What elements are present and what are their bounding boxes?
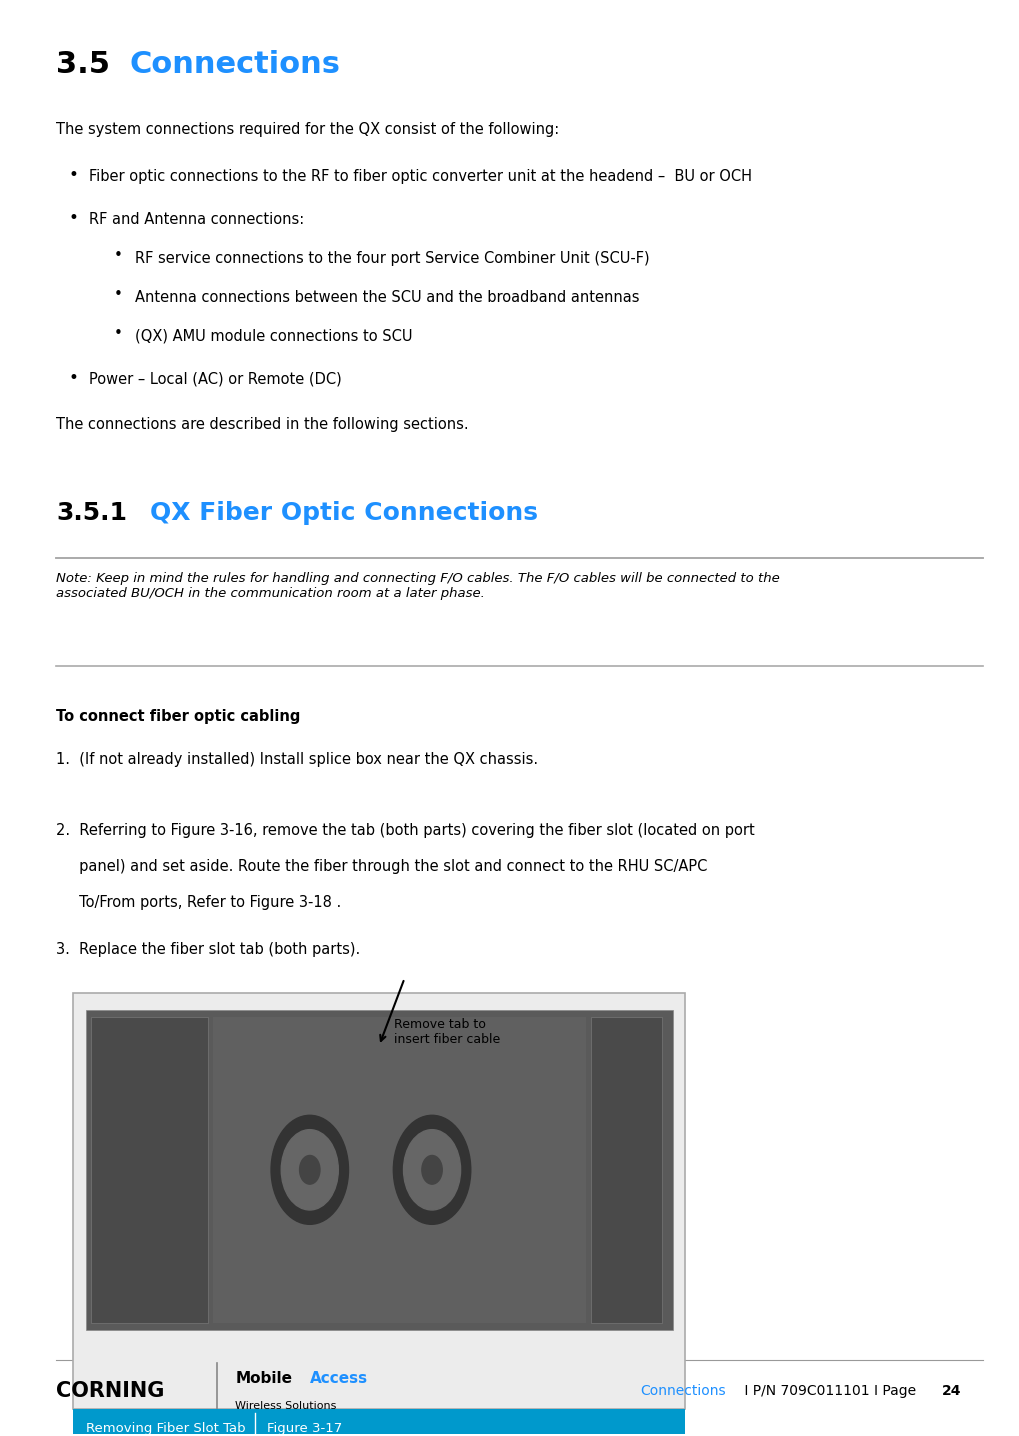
Text: 3.  Replace the fiber slot tab (both parts).: 3. Replace the fiber slot tab (both part… [56, 942, 361, 958]
Text: panel) and set aside. Route the fiber through the slot and connect to the RHU SC: panel) and set aside. Route the fiber th… [56, 859, 707, 875]
Text: The connections are described in the following sections.: The connections are described in the fol… [56, 418, 469, 432]
Circle shape [271, 1116, 348, 1225]
Text: To connect fiber optic cabling: To connect fiber optic cabling [56, 708, 301, 724]
Text: Antenna connections between the SCU and the broadband antennas: Antenna connections between the SCU and … [135, 290, 639, 304]
Text: •: • [68, 210, 78, 227]
Text: •: • [114, 326, 123, 340]
FancyBboxPatch shape [591, 1017, 662, 1323]
Circle shape [393, 1116, 471, 1225]
Text: RF service connections to the four port Service Combiner Unit (SCU-F): RF service connections to the four port … [135, 251, 649, 266]
Text: •: • [68, 369, 78, 386]
Circle shape [422, 1156, 442, 1185]
FancyBboxPatch shape [213, 1017, 586, 1323]
Text: 3.5.1: 3.5.1 [56, 501, 127, 524]
Circle shape [404, 1130, 461, 1211]
Text: 24: 24 [942, 1384, 961, 1399]
Text: Connections: Connections [129, 50, 340, 79]
Text: Fiber optic connections to the RF to fiber optic converter unit at the headend –: Fiber optic connections to the RF to fib… [89, 169, 752, 184]
Text: •: • [114, 248, 123, 263]
Text: 2.  Referring to Figure 3-16, remove the tab (both parts) covering the fiber slo: 2. Referring to Figure 3-16, remove the … [56, 823, 755, 839]
Text: •: • [114, 287, 123, 302]
FancyBboxPatch shape [73, 1409, 685, 1436]
Text: Wireless Solutions: Wireless Solutions [235, 1400, 336, 1410]
FancyBboxPatch shape [73, 992, 685, 1409]
Text: 3.5: 3.5 [56, 50, 110, 79]
Text: Access: Access [310, 1371, 368, 1386]
FancyBboxPatch shape [86, 1010, 673, 1330]
Text: To/From ports, Refer to Figure 3-18 .: To/From ports, Refer to Figure 3-18 . [56, 895, 341, 910]
Text: Power – Local (AC) or Remote (DC): Power – Local (AC) or Remote (DC) [89, 372, 341, 386]
Text: I P/N 709C011101 I Page: I P/N 709C011101 I Page [740, 1384, 920, 1399]
Circle shape [281, 1130, 338, 1211]
Text: RF and Antenna connections:: RF and Antenna connections: [89, 213, 304, 227]
Text: Removing Fiber Slot Tab: Removing Fiber Slot Tab [86, 1422, 246, 1435]
Text: (QX) AMU module connections to SCU: (QX) AMU module connections to SCU [135, 329, 412, 343]
Text: Connections: Connections [640, 1384, 726, 1399]
Text: CORNING: CORNING [56, 1381, 164, 1402]
Text: •: • [68, 167, 78, 184]
Text: Mobile: Mobile [235, 1371, 292, 1386]
FancyBboxPatch shape [91, 1017, 208, 1323]
Circle shape [300, 1156, 320, 1185]
Text: QX Fiber Optic Connections: QX Fiber Optic Connections [150, 501, 538, 524]
Text: The system connections required for the QX consist of the following:: The system connections required for the … [56, 122, 559, 136]
Text: Remove tab to
insert fiber cable: Remove tab to insert fiber cable [394, 1018, 500, 1047]
Text: 1.  (If not already installed) Install splice box near the QX chassis.: 1. (If not already installed) Install sp… [56, 751, 538, 767]
Text: Note: Keep in mind the rules for handling and connecting F/O cables. The F/O cab: Note: Keep in mind the rules for handlin… [56, 573, 780, 600]
Text: Figure 3-17: Figure 3-17 [267, 1422, 342, 1435]
